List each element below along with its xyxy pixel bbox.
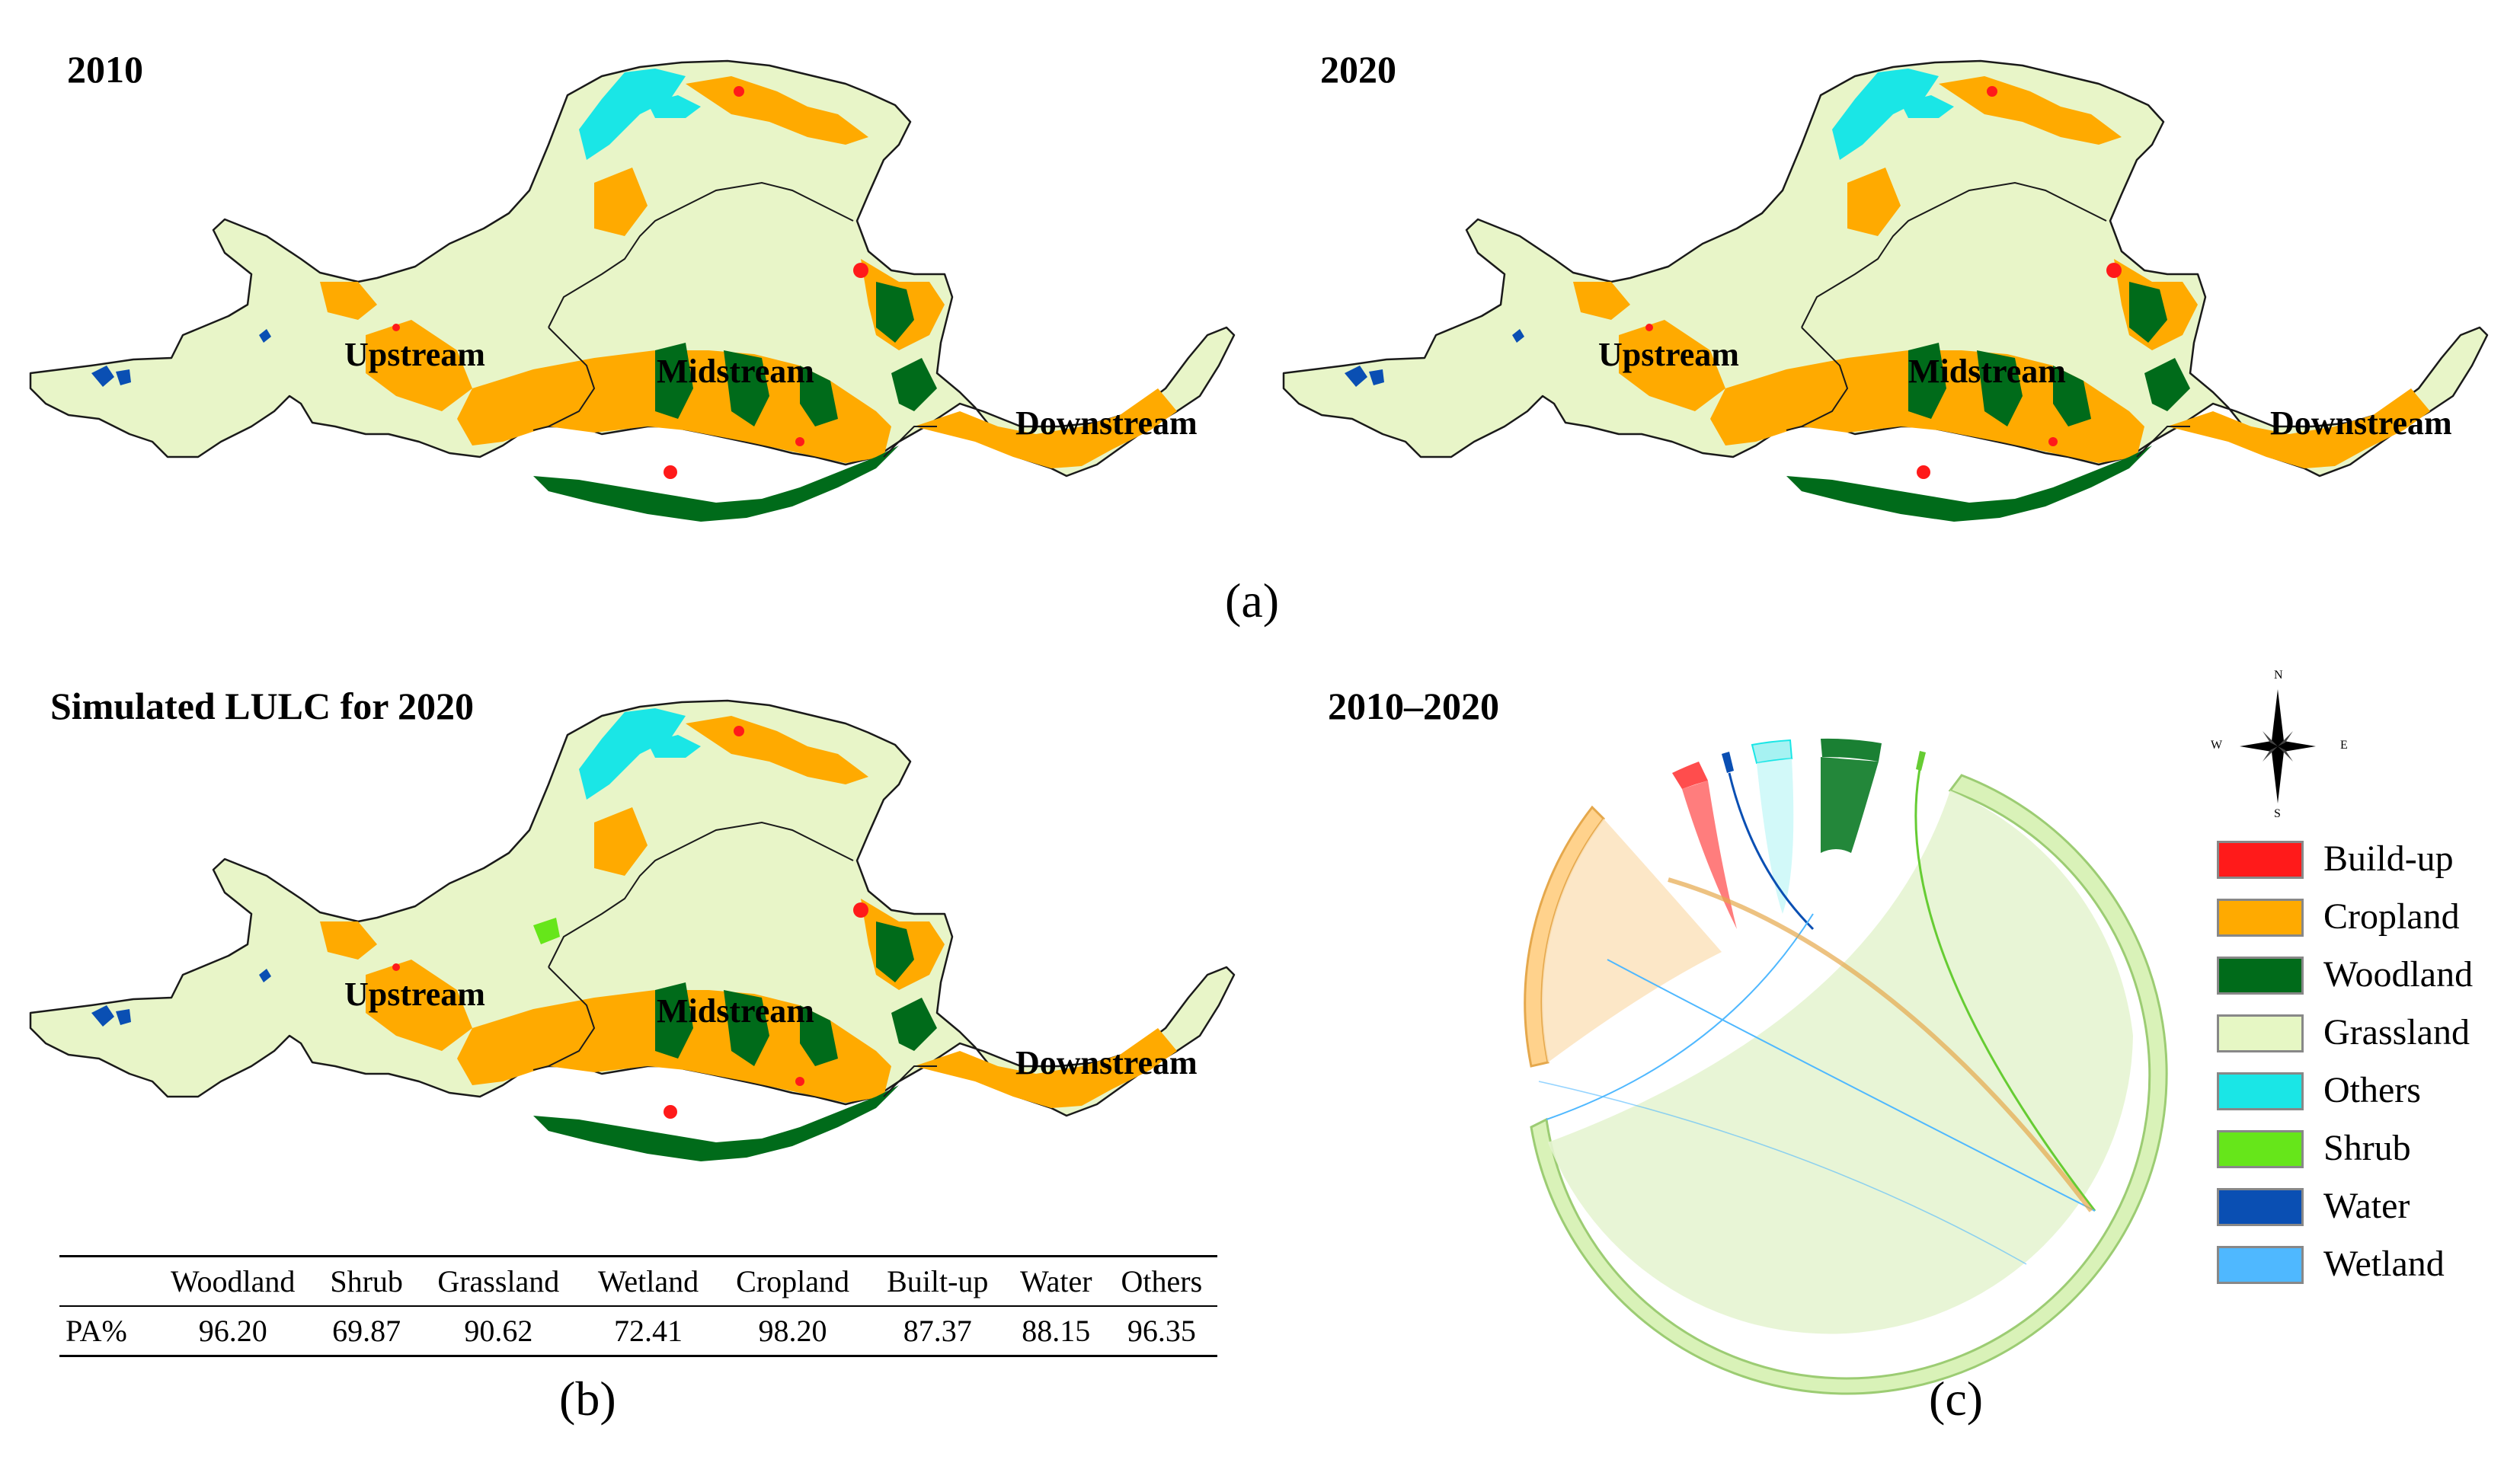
table-header-cell: Water xyxy=(1006,1257,1106,1307)
caption-c: (c) xyxy=(1929,1372,1984,1426)
chord-arc-buildup xyxy=(1672,762,1708,789)
map-2020 xyxy=(1282,59,2489,523)
map-2020-label-midstream: Midstream xyxy=(1908,353,2066,390)
table-header-cell: Cropland xyxy=(716,1257,869,1307)
map-sim-label-downstream: Downstream xyxy=(1015,1044,1198,1081)
map-2020-label-downstream: Downstream xyxy=(2270,404,2452,442)
map-2010-title: 2010 xyxy=(67,48,143,91)
legend-swatch xyxy=(2217,1014,2304,1052)
legend-item: Shrub xyxy=(2217,1127,2520,1173)
legend-item: Others xyxy=(2217,1069,2520,1115)
map-2010-label-upstream: Upstream xyxy=(344,336,485,373)
map-2010-label-downstream: Downstream xyxy=(1015,404,1198,442)
map-2020-label-upstream: Upstream xyxy=(1598,336,1739,373)
chord-arc-woodland xyxy=(1821,738,1882,762)
chord-arc-grassland xyxy=(1530,774,2168,1395)
table-cell: 72.41 xyxy=(613,1314,683,1348)
legend-item: Grassland xyxy=(2217,1011,2520,1057)
accuracy-table-header: Woodland Shrub Grassland Wetland Croplan… xyxy=(59,1257,1217,1307)
map-sim-label-midstream: Midstream xyxy=(657,992,814,1030)
map-sim xyxy=(29,699,1236,1163)
compass-s: S xyxy=(2274,807,2281,820)
table-header-cell: Woodland xyxy=(149,1257,317,1307)
legend-label: Others xyxy=(2323,1070,2421,1110)
legend-swatch xyxy=(2217,1188,2304,1226)
table-header-cell xyxy=(59,1257,150,1307)
chord-title: 2010–2020 xyxy=(1328,685,1499,727)
legend-label: Water xyxy=(2323,1186,2410,1226)
map-2010 xyxy=(29,59,1236,523)
table-cell: 90.62 xyxy=(464,1314,533,1348)
caption-a: (a) xyxy=(1225,573,1280,628)
compass-w: W xyxy=(2211,739,2223,752)
map-sim-title: Simulated LULC for 2020 xyxy=(50,685,475,727)
table-header-cell: Built-up xyxy=(868,1257,1006,1307)
accuracy-table-row: PA% 96.20 69.87 90.62 72.41 98.20 87.37 … xyxy=(59,1306,1217,1355)
caption-b: (b) xyxy=(559,1372,616,1426)
table-header-cell: Others xyxy=(1105,1257,1217,1307)
table-cell: 87.37 xyxy=(903,1314,972,1348)
table-cell: 96.35 xyxy=(1127,1314,1196,1348)
legend-item: Build-up xyxy=(2217,838,2520,883)
legend-item: Water xyxy=(2217,1185,2520,1231)
table-header-cell: Grassland xyxy=(417,1257,580,1307)
legend-item: Cropland xyxy=(2217,896,2520,941)
legend-label: Shrub xyxy=(2323,1128,2411,1168)
legend-swatch xyxy=(2217,957,2304,995)
table-cell: 98.20 xyxy=(758,1314,827,1348)
accuracy-table: Woodland Shrub Grassland Wetland Croplan… xyxy=(59,1255,1217,1357)
table-header-cell: Shrub xyxy=(316,1257,417,1307)
compass-e: E xyxy=(2340,739,2348,752)
table-cell: 96.20 xyxy=(198,1314,267,1348)
legend-swatch xyxy=(2217,1130,2304,1168)
legend-item: Woodland xyxy=(2217,953,2520,999)
legend-swatch xyxy=(2217,1072,2304,1110)
table-cell: 69.87 xyxy=(332,1314,401,1348)
chord-arc-shrub xyxy=(1916,751,1926,771)
legend-swatch xyxy=(2217,841,2304,879)
legend-label: Grassland xyxy=(2323,1012,2470,1052)
map-2010-label-midstream: Midstream xyxy=(657,353,814,390)
compass-icon xyxy=(2240,689,2316,803)
legend-swatch xyxy=(2217,899,2304,937)
chord-diagram xyxy=(1524,738,2168,1395)
table-cell: 88.15 xyxy=(1022,1314,1091,1348)
legend-label: Build-up xyxy=(2323,838,2454,879)
legend-item: Wetland xyxy=(2217,1243,2520,1289)
legend-label: Wetland xyxy=(2323,1244,2445,1284)
legend-label: Woodland xyxy=(2323,954,2474,995)
map-sim-label-upstream: Upstream xyxy=(344,976,485,1013)
legend-swatch xyxy=(2217,1246,2304,1284)
table-row-label: PA% xyxy=(66,1314,127,1348)
compass-n: N xyxy=(2274,669,2283,682)
map-2020-title: 2020 xyxy=(1320,48,1396,91)
chord-arc-water xyxy=(1722,752,1734,773)
table-header-cell: Wetland xyxy=(580,1257,717,1307)
legend-label: Cropland xyxy=(2323,896,2460,937)
